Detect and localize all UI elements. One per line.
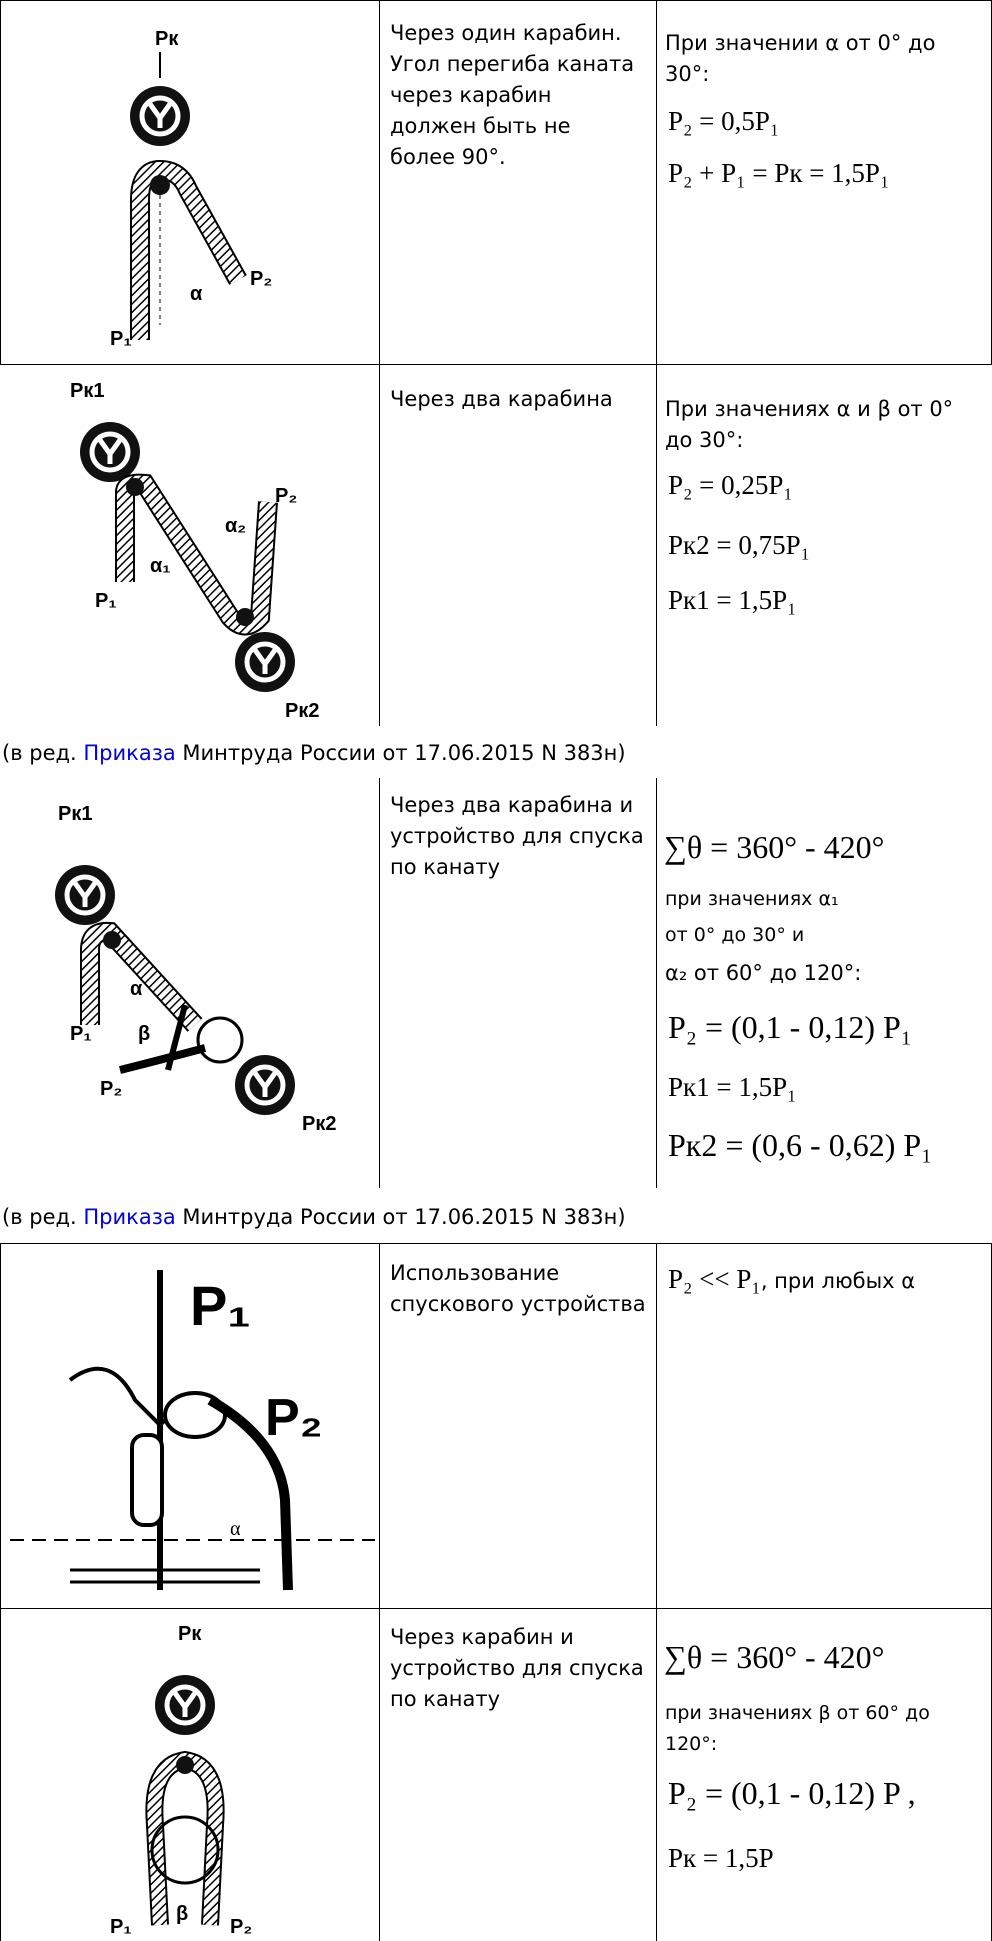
note-text: Минтруда России от 17.06.2015 N 383н) (175, 741, 626, 765)
figure-shape (80, 422, 140, 482)
condition: α₂ от 60° до 120°: (665, 961, 862, 985)
description: Через два карабина и устройство для спус… (390, 793, 644, 879)
figure-label: Pк (155, 28, 179, 50)
condition: при значениях α₁ (665, 888, 839, 910)
figure-label: P₁ (95, 590, 117, 612)
figure-label: Pк1 (58, 803, 92, 825)
note-text: (в ред. (2, 1205, 84, 1229)
figure-shape (236, 608, 254, 626)
formula: P₂ = (0,1 - 0,12) P₁ (668, 1009, 912, 1045)
figure-shape (196, 1016, 244, 1064)
figure-shape (207, 1395, 293, 1591)
figure-shape (119, 1044, 207, 1074)
border (379, 0, 380, 726)
figure-label: Pк (178, 1623, 202, 1645)
figure-shape (176, 1756, 194, 1774)
figure-shape (150, 1815, 220, 1885)
figure-label: β (138, 1023, 150, 1045)
figure-shape (130, 86, 190, 146)
formula: ∑θ = 360° - 420° (664, 1639, 885, 1675)
figure: Pк1 P₁ α β P₂ Pк2 (40, 803, 336, 1135)
figure: Pк1 P₁ α₁ α₂ P₂ Pк2 (70, 380, 319, 722)
figure-label: α (190, 283, 203, 305)
border (0, 364, 992, 365)
description: Использование спускового устройства (390, 1261, 646, 1316)
formula: Pк2 = 0,75P₁ (668, 530, 811, 560)
figure-label: P₂ (100, 1078, 122, 1100)
formula: Pк = 1,5P (668, 1843, 774, 1873)
condition: при значениях β от 60° до 120°: (665, 1702, 930, 1755)
border (656, 778, 657, 1188)
border (0, 1243, 1, 1941)
figure-shape (55, 865, 115, 925)
condition: , при любых α (760, 1269, 916, 1293)
figure-label: P₁ (110, 1916, 132, 1937)
figure-label: Pк2 (302, 1113, 336, 1135)
formula: Pк2 = (0,6 - 0,62) P₁ (668, 1127, 933, 1163)
figure-label: β (176, 1903, 188, 1925)
figure-shape (150, 175, 170, 195)
formula-line: P₂ << P₁, при любых α (668, 1256, 915, 1302)
figure-label: P₂ (265, 1389, 323, 1447)
formula: P₂ + P₁ = Pк = 1,5P₁ (668, 158, 890, 188)
formula: P₂ << P₁ (668, 1264, 761, 1294)
formula: P₂ = (0,1 - 0,12) P , (668, 1775, 916, 1811)
formula: ∑θ = 360° - 420° (664, 829, 885, 865)
figure-shape (117, 475, 276, 634)
figure-shape (235, 1055, 295, 1115)
figure: P₁ P₂ α (10, 1270, 375, 1591)
edit-note: (в ред. Приказа Минтруда России от 17.06… (2, 1202, 626, 1232)
figure-label: α₂ (225, 515, 246, 537)
note-text: (в ред. (2, 741, 84, 765)
condition: При значении α от 0° до 30°: (665, 31, 936, 86)
border (0, 0, 1, 364)
edit-note: (в ред. Приказа Минтруда России от 17.06… (2, 738, 626, 768)
border (656, 1243, 657, 1941)
formula: Pк1 = 1,5P₁ (668, 585, 797, 615)
note-text: Минтруда России от 17.06.2015 N 383н) (175, 1205, 626, 1229)
figure-label: P₂ (250, 268, 272, 290)
figure-label: P₁ (190, 1274, 251, 1337)
figure-label: α (230, 1518, 241, 1540)
figure-label: Pк2 (285, 700, 319, 722)
border (379, 778, 380, 1188)
figure-shape (132, 161, 245, 340)
figure: Pк P₁ β P₂ (110, 1623, 252, 1937)
note-link[interactable]: Приказа (83, 741, 176, 765)
border (656, 0, 657, 726)
figure-label: P₁ (70, 1023, 92, 1045)
figure-shape (130, 1433, 164, 1527)
figure-shape (235, 632, 295, 692)
condition: При значениях α и β от 0° до 30°: (665, 397, 954, 452)
border (0, 1608, 992, 1609)
figure-label: Pк1 (70, 380, 104, 402)
description: Через два карабина (390, 387, 613, 411)
figure-shape (126, 478, 144, 496)
figure-shape (155, 1675, 215, 1735)
border (0, 1243, 992, 1244)
figure-label: P₂ (275, 485, 297, 507)
note-link[interactable]: Приказа (83, 1205, 176, 1229)
border (379, 1243, 380, 1941)
condition: от 0° до 30° и (665, 924, 805, 946)
formula: Pк1 = 1,5P₁ (668, 1072, 797, 1102)
description: Через карабин и устройство для спуска по… (390, 1625, 644, 1711)
formula: P₂ = 0,5P₁ (668, 106, 780, 136)
figure-label: P₁ (110, 328, 132, 350)
figure-label: α₁ (150, 555, 171, 577)
formula: P₂ = 0,25P₁ (668, 470, 793, 500)
border (0, 0, 992, 1)
figure-shape (103, 931, 121, 949)
figure-label: α (130, 978, 143, 1000)
figure: Pк P₁ P₂ α (110, 28, 272, 350)
description: Через один карабин. Угол перегиба каната… (390, 21, 635, 169)
figure-label: P₂ (230, 1916, 252, 1937)
